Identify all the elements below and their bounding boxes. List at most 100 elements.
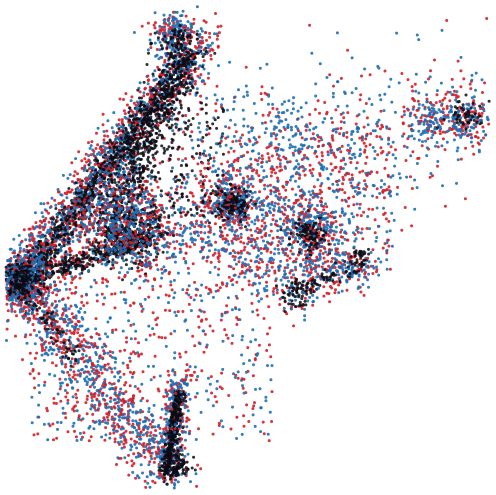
scatter-point — [403, 206, 407, 209]
scatter-point — [80, 197, 84, 200]
scatter-point — [136, 88, 140, 92]
scatter-point — [117, 276, 121, 280]
scatter-point — [200, 52, 204, 56]
scatter-point — [223, 226, 227, 230]
scatter-point — [211, 48, 215, 52]
scatter-point — [67, 373, 71, 377]
scatter-point — [162, 146, 166, 150]
scatter-point — [165, 99, 169, 103]
scatter-point — [90, 362, 94, 366]
scatter-point — [72, 316, 76, 320]
scatter-point — [158, 75, 162, 79]
scatter-point — [67, 307, 71, 311]
scatter-point — [170, 100, 174, 103]
scatter-point — [160, 437, 164, 441]
scatter-point — [173, 226, 177, 230]
scatter-point — [112, 398, 116, 402]
scatter-point — [181, 242, 185, 246]
scatter-point — [329, 162, 333, 166]
scatter-point — [90, 396, 94, 399]
scatter-point — [202, 67, 206, 71]
scatter-point — [175, 98, 179, 102]
scatter-point — [38, 219, 42, 223]
scatter-point — [331, 182, 335, 186]
scatter-point — [56, 225, 60, 229]
scatter-point — [308, 113, 312, 116]
scatter-point — [94, 378, 98, 382]
scatter-point — [142, 442, 146, 445]
scatter-point — [151, 72, 155, 76]
scatter-point — [268, 183, 272, 187]
scatter-point — [76, 199, 80, 202]
scatter-point — [108, 436, 112, 440]
scatter-point — [13, 310, 17, 314]
scatter-point — [65, 226, 69, 230]
scatter-point — [364, 137, 368, 141]
scatter-point — [187, 74, 191, 78]
scatter-point — [127, 453, 130, 457]
scatter-point — [6, 309, 10, 313]
scatter-point — [52, 217, 56, 221]
scatter-point — [182, 207, 186, 211]
scatter-point — [111, 130, 115, 134]
scatter-point — [124, 129, 128, 132]
scatter-point — [70, 201, 74, 205]
scatter-point — [53, 249, 57, 252]
scatter-point — [96, 171, 99, 175]
scatter-point — [89, 144, 93, 148]
scatter-point — [145, 434, 149, 438]
scatter-point — [168, 98, 172, 102]
scatter-point — [159, 87, 163, 91]
scatter-point — [164, 84, 168, 88]
scatter-point — [278, 303, 282, 306]
scatter-point — [78, 276, 82, 280]
scatter-point — [149, 454, 153, 458]
scatter-point — [43, 225, 47, 229]
scatter-point — [84, 180, 88, 184]
scatter-point — [96, 143, 100, 147]
scatter-point — [141, 396, 145, 400]
scatter-point — [136, 157, 140, 161]
scatter-point — [90, 399, 94, 403]
scatter-point — [352, 186, 356, 190]
scatter-point — [168, 242, 172, 246]
scatter-point — [111, 424, 115, 428]
scatter-point — [182, 85, 186, 89]
scatter-point — [323, 101, 327, 104]
scatter-point — [132, 462, 136, 465]
scatter-point — [54, 207, 58, 210]
scatter-point — [186, 266, 190, 270]
scatter-point — [43, 310, 47, 314]
scatter-point — [162, 68, 165, 72]
scatter-point — [44, 238, 48, 242]
scatter-point — [144, 485, 148, 489]
scatter-point — [204, 286, 208, 289]
scatter-point — [294, 179, 297, 183]
scatter-point — [227, 150, 231, 154]
scatter-point — [96, 159, 100, 163]
scatter-point — [105, 164, 108, 168]
scatter-point — [119, 133, 123, 137]
scatter-point — [18, 243, 22, 247]
scatter-point — [121, 130, 125, 134]
scatter-point — [172, 73, 176, 77]
scatter-point — [148, 133, 152, 137]
scatter-point — [215, 283, 219, 287]
scatter-point — [132, 371, 136, 374]
scatter-point — [88, 210, 92, 214]
scatter-point — [152, 440, 156, 444]
scatter-point — [172, 240, 176, 244]
scatter-point — [89, 212, 93, 216]
scatter-point — [193, 79, 197, 83]
scatter-point — [186, 65, 190, 68]
scatter-point — [59, 193, 63, 197]
scatter-point — [96, 180, 100, 184]
scatter-point — [124, 429, 128, 433]
scatter-point — [82, 338, 86, 342]
scatter-point — [170, 76, 173, 80]
scatter-point — [161, 81, 165, 85]
scatter-point — [81, 246, 85, 250]
scatter-point — [188, 245, 192, 249]
scatter-point — [436, 145, 440, 149]
